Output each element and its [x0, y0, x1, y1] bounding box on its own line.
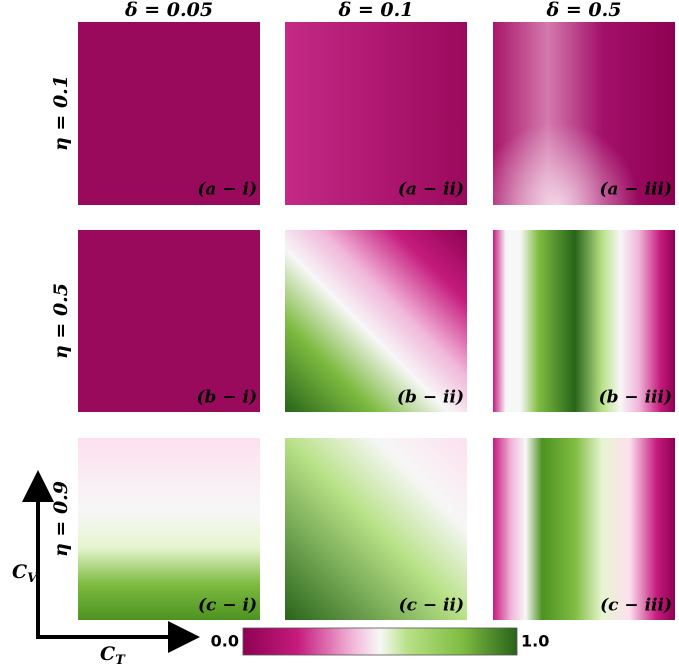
- panel-label: (b − iii): [599, 388, 672, 408]
- colorbar: [242, 627, 518, 656]
- heatmap: [78, 438, 260, 620]
- column-header: δ = 0.05: [124, 0, 213, 21]
- panel-label: (b − i): [196, 388, 257, 408]
- heatmap: [285, 230, 467, 412]
- panel-label: (b − ii): [397, 388, 464, 408]
- panel-label: (c − ii): [399, 596, 464, 616]
- heatmaps: [78, 22, 675, 620]
- heatmap-overlay: [493, 22, 675, 205]
- column-header: δ = 0.5: [546, 0, 622, 21]
- panel-label: (a − i): [197, 180, 257, 200]
- heatmap: [78, 22, 260, 205]
- panel-label: (a − iii): [599, 180, 672, 200]
- heatmap: [285, 22, 467, 205]
- panel-label: (a − ii): [398, 180, 464, 200]
- heatmap: [78, 230, 260, 412]
- colorbar-tick-label: 1.0: [521, 632, 549, 651]
- heatmap: [285, 438, 467, 620]
- heatmap: [493, 438, 675, 620]
- colorbar-tick-label: 0.0: [211, 632, 239, 651]
- row-label: η = 0.9: [50, 481, 72, 557]
- panel-label: (c − i): [198, 596, 257, 616]
- y-axis-label: CV: [12, 561, 39, 586]
- row-label: η = 0.5: [50, 283, 72, 359]
- row-label: η = 0.1: [50, 75, 72, 151]
- x-axis-label: CT: [100, 643, 126, 668]
- panel-label: (c − iii): [600, 596, 672, 616]
- column-header: δ = 0.1: [338, 0, 414, 21]
- heatmap: [493, 230, 675, 412]
